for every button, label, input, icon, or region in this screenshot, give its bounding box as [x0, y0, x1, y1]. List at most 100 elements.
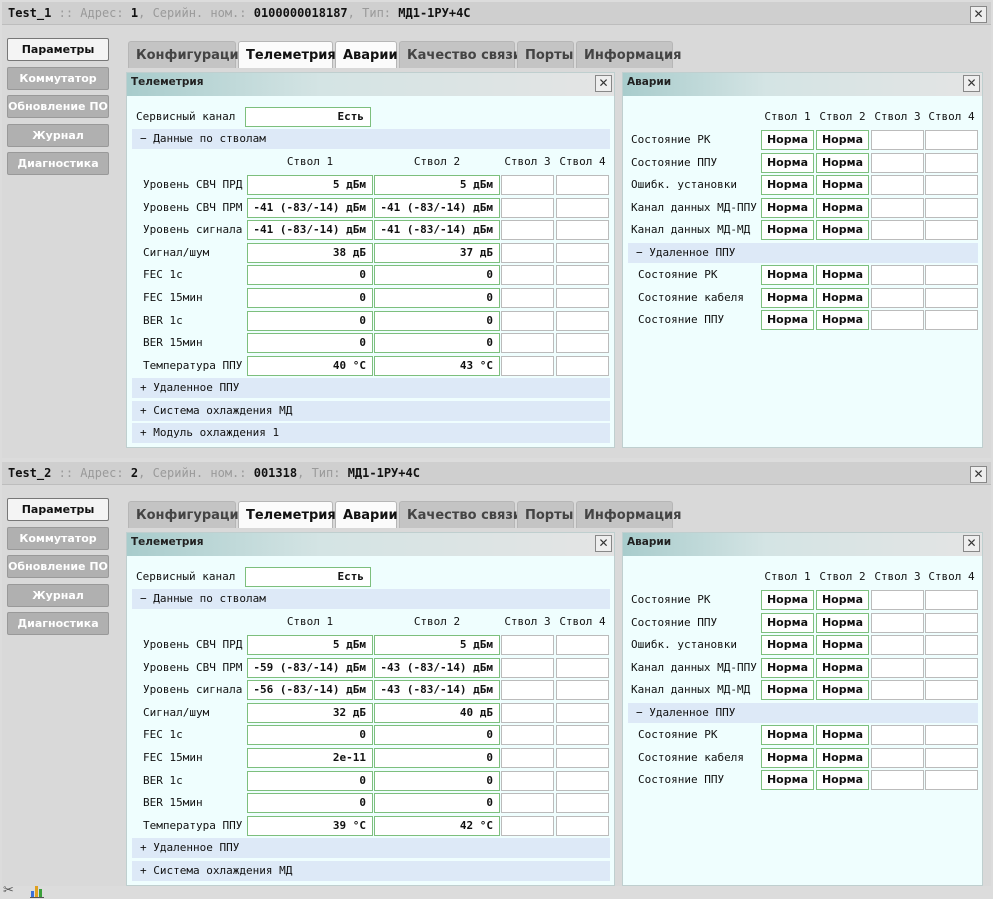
telemetry-value: 0: [247, 310, 373, 331]
remote-ppu-section-toggle[interactable]: − Удаленное ППУ: [628, 703, 978, 723]
alarm-state: Норма: [761, 612, 814, 633]
alarm-state-empty: [925, 265, 978, 285]
alarm-row-label: Состояние РК: [638, 728, 718, 741]
tools-icon[interactable]: ✂: [3, 883, 14, 898]
telemetry-value-empty: [556, 815, 609, 836]
bar-chart-icon[interactable]: [30, 883, 46, 898]
alarm-state: Норма: [761, 770, 814, 791]
alarm-row: Состояние РК Норма Норма: [623, 724, 982, 746]
collapsed-section-toggle[interactable]: + Модуль охлаждения 1: [132, 423, 610, 443]
alarm-state-empty: [871, 770, 924, 791]
nav-button-2[interactable]: Обновление ПО: [7, 555, 109, 578]
close-icon[interactable]: ✕: [963, 535, 980, 552]
close-icon[interactable]: ✕: [595, 75, 612, 92]
telemetry-value-empty: [501, 288, 554, 308]
collapsed-section-toggle[interactable]: + Удаленное ППУ: [132, 378, 610, 398]
alarm-row: Состояние кабеля Норма Норма: [623, 287, 982, 309]
telemetry-row-label: Уровень СВЧ ПРД: [143, 178, 243, 191]
tab-5[interactable]: Информация: [576, 501, 682, 528]
nav-button-0[interactable]: Параметры: [7, 38, 109, 61]
nav-button-4[interactable]: Диагностика: [7, 612, 109, 635]
telemetry-value: -41 (-83/-14) дБм: [247, 197, 373, 218]
alarm-state-empty: [925, 612, 978, 633]
telemetry-value: 0: [374, 265, 500, 286]
telemetry-value-empty: [556, 793, 609, 814]
nav-button-3[interactable]: Журнал: [7, 123, 109, 147]
telemetry-value: 5 дБм: [247, 175, 373, 195]
alarm-row-label: Состояние РК: [631, 593, 711, 606]
address-value: 2: [130, 466, 139, 480]
alarm-state-empty: [871, 197, 924, 218]
telemetry-row: Уровень СВЧ ПРД 5 дБм 5 дБм: [127, 174, 614, 196]
telemetry-title: Телеметрия: [131, 76, 204, 88]
close-icon[interactable]: ✕: [970, 6, 987, 23]
tab-4[interactable]: Порты: [517, 41, 574, 68]
tab-5[interactable]: Информация: [576, 41, 682, 68]
alarm-state: Норма: [761, 220, 814, 241]
telemetry-row-label: FEC 15мин: [143, 751, 203, 764]
telemetry-value-empty: [556, 635, 609, 655]
tab-4[interactable]: Порты: [517, 501, 574, 528]
trunk-column-header: Ствол 2: [413, 615, 461, 628]
telemetry-value-empty: [556, 265, 609, 286]
alarm-column-header: Ствол 2: [819, 570, 866, 583]
trunks-section-toggle[interactable]: − Данные по стволам: [132, 129, 610, 149]
telemetry-value: 5 дБм: [247, 635, 373, 655]
collapsed-section-toggle[interactable]: + Система охлаждения МД: [132, 400, 610, 421]
alarms-panel-header: Аварии ✕: [623, 533, 982, 556]
telemetry-value-empty: [556, 175, 609, 195]
nav-button-4[interactable]: Диагностика: [7, 152, 109, 175]
alarm-state-empty: [925, 287, 978, 308]
close-icon[interactable]: ✕: [970, 466, 987, 483]
nav-button-0[interactable]: Параметры: [7, 498, 109, 521]
tab-3[interactable]: Качество связи: [399, 501, 522, 528]
alarm-state: Норма: [816, 197, 869, 218]
telemetry-value-empty: [556, 288, 609, 308]
telemetry-value: 0: [247, 770, 373, 791]
collapsed-section-toggle[interactable]: + Удаленное ППУ: [132, 838, 610, 858]
telemetry-row: Уровень СВЧ ПРМ -41 (-83/-14) дБм -41 (-83…: [127, 197, 614, 219]
telemetry-value: 0: [374, 770, 500, 791]
alarm-state-empty: [871, 265, 924, 285]
telemetry-value-empty: [501, 333, 554, 354]
alarm-state-empty: [925, 175, 978, 196]
tab-0[interactable]: Конфигурация: [128, 501, 247, 528]
telemetry-value: 0: [247, 725, 373, 746]
remote-ppu-section-toggle[interactable]: − Удаленное ППУ: [628, 243, 978, 263]
alarm-row-label: Состояние кабеля: [638, 290, 744, 304]
nav-button-2[interactable]: Обновление ПО: [7, 95, 109, 118]
trunk-column-header: Ствол 1: [286, 155, 334, 168]
alarm-state-empty: [871, 287, 924, 308]
trunks-section-toggle[interactable]: − Данные по стволам: [132, 589, 610, 609]
tab-1[interactable]: Телеметрия: [238, 41, 336, 68]
close-icon[interactable]: ✕: [595, 535, 612, 552]
alarm-row-label: Канал данных МД-МД: [631, 223, 751, 237]
alarm-row: Канал данных МД-ППУ Норма Норма: [623, 657, 982, 679]
alarm-state: Норма: [816, 635, 869, 656]
nav-button-1[interactable]: Коммутатор: [7, 526, 109, 550]
tab-2[interactable]: Аварии: [335, 501, 398, 528]
collapsed-section-toggle[interactable]: + Система охлаждения МД: [132, 860, 610, 881]
alarm-row-label: Состояние ППУ: [631, 615, 718, 629]
tab-2[interactable]: Аварии: [335, 41, 398, 68]
nav-button-3[interactable]: Журнал: [7, 583, 109, 607]
alarm-column-header: Ствол 1: [764, 570, 811, 583]
telemetry-value-empty: [501, 702, 554, 723]
telemetry-row: Уровень сигнала -56 (-83/-14) дБм -43 (-83…: [127, 679, 614, 701]
alarm-state-empty: [871, 612, 924, 633]
alarm-state: Норма: [761, 175, 814, 196]
nav-button-1[interactable]: Коммутатор: [7, 66, 109, 90]
telemetry-value: 43 °C: [374, 355, 500, 376]
alarm-column-header: Ствол 4: [928, 570, 975, 583]
close-icon[interactable]: ✕: [963, 75, 980, 92]
telemetry-row-label: FEC 1с: [143, 728, 183, 742]
telemetry-value: 0: [374, 725, 500, 746]
tab-0[interactable]: Конфигурация: [128, 41, 247, 68]
telemetry-row-label: Уровень сигнала: [143, 223, 243, 237]
alarm-state-empty: [871, 725, 924, 745]
tab-3[interactable]: Качество связи: [399, 41, 522, 68]
alarm-row-label: Состояние ППУ: [631, 155, 718, 169]
tab-1[interactable]: Телеметрия: [238, 501, 336, 528]
serial-label: Серийн. ном.:: [152, 466, 247, 480]
alarm-state-empty: [925, 657, 978, 678]
